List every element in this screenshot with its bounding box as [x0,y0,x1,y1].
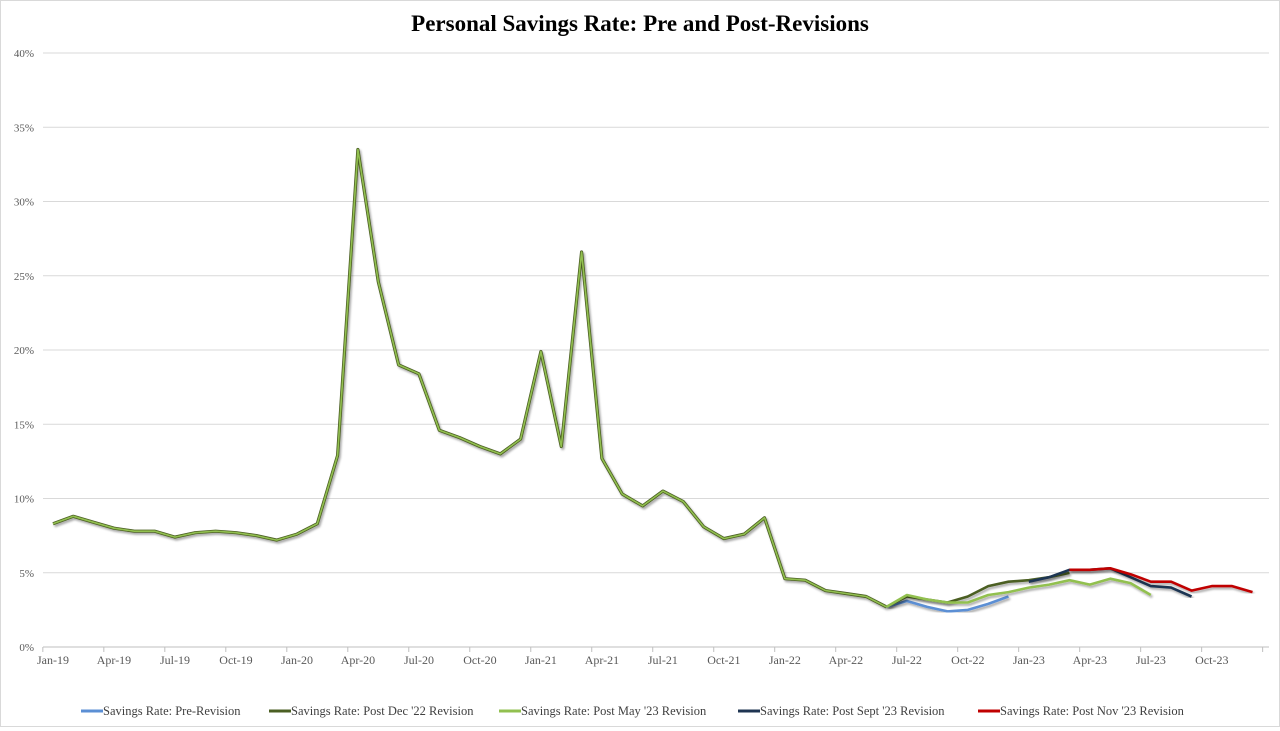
x-tick-label: Jul-21 [648,653,678,667]
x-tick-label: Oct-20 [463,653,496,667]
x-tick-label: Jan-23 [1013,653,1045,667]
x-tick-label: Jan-21 [525,653,557,667]
y-tick-label: 25% [14,271,34,283]
x-tick-label: Oct-19 [219,653,252,667]
legend-label: Savings Rate: Post Sept '23 Revision [760,704,945,718]
x-tick-label: Jan-22 [769,653,801,667]
x-tick-label: Jul-19 [160,653,190,667]
x-tick-label: Oct-21 [707,653,740,667]
x-tick-label: Apr-23 [1073,653,1107,667]
x-tick-label: Apr-22 [829,653,863,667]
y-tick-label: 10% [14,494,34,506]
x-tick-label: Jul-20 [404,653,434,667]
series-line-1 [886,595,1009,613]
series-line-5 [1069,566,1253,594]
y-tick-label: 40% [14,48,34,60]
legend-label: Savings Rate: Post Nov '23 Revision [1000,704,1185,718]
legend-item: Savings Rate: Post May '23 Revision [499,704,707,718]
x-tick-label: Jul-22 [892,653,922,667]
legend-item: Savings Rate: Post Nov '23 Revision [978,704,1185,718]
y-tick-label: 5% [19,568,34,580]
x-tick-label: Jan-20 [281,653,313,667]
x-tick-label: Jan-19 [37,653,69,667]
x-tick-label: Apr-20 [341,653,375,667]
series-line-history-dark [52,147,888,609]
legend-label: Savings Rate: Post May '23 Revision [521,704,707,718]
x-tick-label: Apr-19 [97,653,131,667]
legend-item: Savings Rate: Post Dec '22 Revision [269,704,474,718]
y-tick-label: 30% [14,197,34,209]
y-tick-label: 15% [14,419,34,431]
legend-item: Savings Rate: Post Sept '23 Revision [738,704,945,718]
y-tick-label: 35% [14,122,34,134]
legend-item: Savings Rate: Pre-Revision [81,704,241,718]
x-tick-label: Oct-23 [1195,653,1228,667]
chart-title: Personal Savings Rate: Pre and Post-Revi… [411,11,869,36]
x-tick-label: Jul-23 [1136,653,1166,667]
x-tick-label: Apr-21 [585,653,619,667]
y-tick-label: 0% [19,642,34,654]
y-tick-label: 20% [14,345,34,357]
x-tick-label: Oct-22 [951,653,984,667]
series-line-3 [885,577,1152,609]
series-line-history [52,148,887,608]
legend-label: Savings Rate: Pre-Revision [103,704,241,718]
legend-label: Savings Rate: Post Dec '22 Revision [291,704,474,718]
